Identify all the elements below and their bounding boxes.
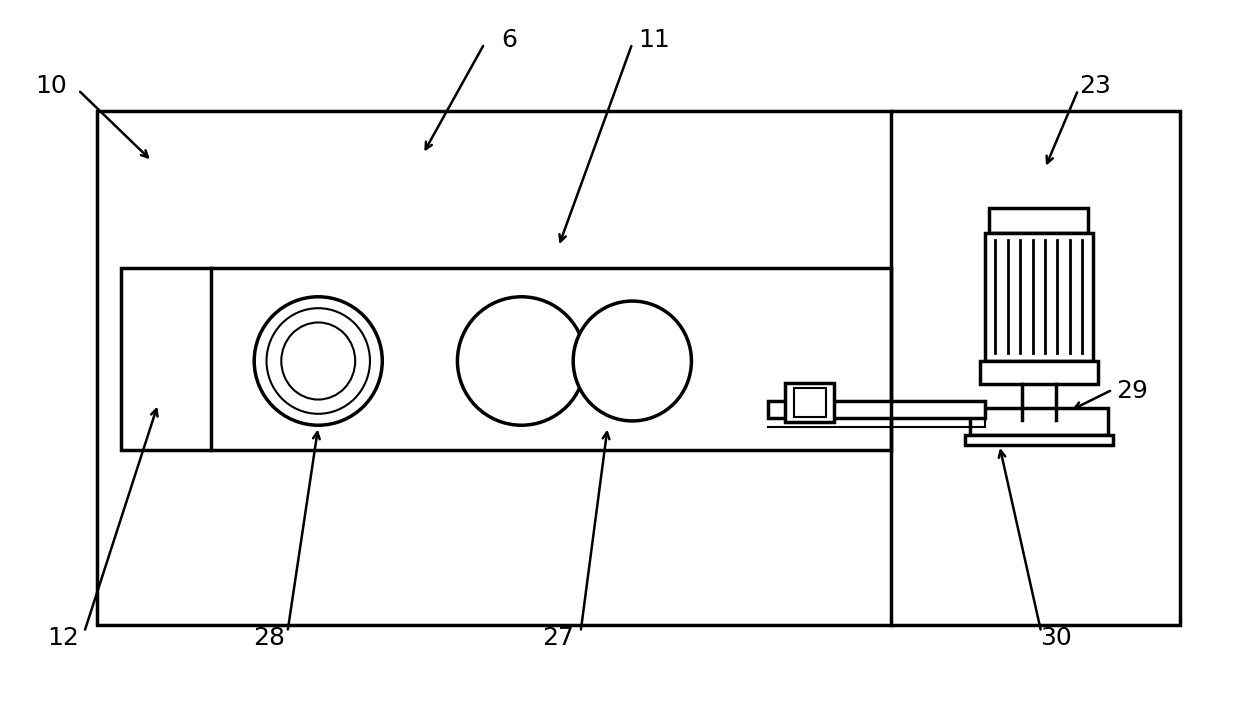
Text: 10: 10 <box>35 74 67 98</box>
Text: 23: 23 <box>1080 74 1111 98</box>
Ellipse shape <box>281 323 355 399</box>
Text: 11: 11 <box>639 28 671 52</box>
Ellipse shape <box>267 308 370 414</box>
Ellipse shape <box>458 297 585 425</box>
Ellipse shape <box>573 301 692 421</box>
Bar <box>785 383 835 422</box>
Bar <box>970 408 1107 435</box>
Text: 29: 29 <box>1116 379 1148 403</box>
Bar <box>122 269 892 451</box>
Text: 28: 28 <box>253 626 285 650</box>
Bar <box>965 435 1112 445</box>
Ellipse shape <box>254 297 382 425</box>
Bar <box>794 388 826 417</box>
Text: 12: 12 <box>47 626 79 650</box>
Bar <box>990 207 1087 232</box>
Text: 27: 27 <box>542 626 574 650</box>
Bar <box>768 401 985 418</box>
Text: 6: 6 <box>501 28 517 52</box>
Text: 30: 30 <box>1040 626 1071 650</box>
Bar <box>97 111 1180 625</box>
Bar <box>985 232 1092 361</box>
Bar <box>980 361 1097 384</box>
